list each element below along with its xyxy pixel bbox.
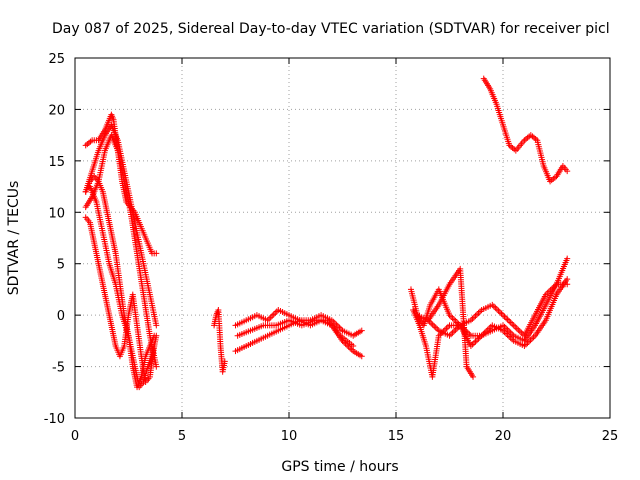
- chart-title: Day 087 of 2025, Sidereal Day-to-day VTE…: [52, 21, 610, 37]
- data-point: [432, 324, 439, 331]
- data-point: [449, 315, 456, 322]
- data-marks: [82, 75, 571, 391]
- data-point: [431, 323, 438, 330]
- data-point: [495, 307, 502, 314]
- data-point: [564, 255, 571, 262]
- data-point: [510, 322, 517, 329]
- data-point: [503, 315, 510, 322]
- x-tick-label: 20: [495, 429, 512, 444]
- data-point: [448, 331, 455, 338]
- data-point: [267, 314, 274, 321]
- data-point: [515, 326, 522, 333]
- data-point: [493, 306, 500, 313]
- x-tick-label: 0: [71, 429, 79, 444]
- data-point: [496, 309, 503, 316]
- y-axis-label: SDTVAR / TECUs: [6, 181, 22, 296]
- y-tick-label: 5: [57, 258, 65, 273]
- data-point: [475, 335, 482, 342]
- data-point: [221, 358, 228, 365]
- y-tick-label: 25: [48, 52, 65, 67]
- data-point: [454, 325, 461, 332]
- x-tick-label: 15: [388, 429, 405, 444]
- data-point: [564, 276, 571, 283]
- data-point: [358, 327, 365, 334]
- x-tick-label: 25: [602, 429, 619, 444]
- series-arc-3c: [234, 317, 357, 349]
- data-point: [449, 329, 456, 336]
- data-point: [530, 334, 537, 341]
- series-arc-1f: [82, 173, 158, 391]
- data-point: [507, 319, 514, 326]
- data-point: [518, 329, 525, 336]
- x-tick-label: 5: [178, 429, 186, 444]
- data-point: [153, 363, 160, 370]
- data-point: [564, 168, 571, 175]
- series-arc-4d: [425, 265, 477, 380]
- data-point: [498, 310, 505, 317]
- data-point: [350, 343, 357, 349]
- data-point: [272, 309, 279, 316]
- data-point: [506, 318, 513, 325]
- data-point: [501, 323, 508, 330]
- data-point: [474, 311, 481, 318]
- data-point: [153, 322, 160, 329]
- series-arc-5: [480, 75, 571, 185]
- data-point: [151, 332, 158, 339]
- data-point: [512, 323, 519, 330]
- data-point: [513, 325, 520, 332]
- data-point: [451, 316, 458, 323]
- y-tick-label: -10: [44, 412, 65, 427]
- data-point: [429, 321, 436, 328]
- data-point: [443, 325, 450, 332]
- data-point: [454, 319, 461, 326]
- y-tick-label: 15: [48, 155, 65, 170]
- data-point: [472, 312, 479, 319]
- data-point: [444, 323, 451, 330]
- data-point: [270, 311, 277, 318]
- series-arc-1d: [82, 214, 158, 385]
- series-arc-2: [211, 307, 228, 375]
- data-point: [490, 303, 497, 310]
- axis-ticks: 0 5 10 15 20 25 25 20 15 10 5 0 -5 -10: [44, 52, 619, 444]
- data-point: [500, 312, 506, 319]
- y-tick-label: -5: [52, 361, 65, 376]
- data-point: [266, 315, 273, 322]
- data-point: [501, 313, 508, 320]
- y-tick-label: 0: [57, 309, 65, 324]
- data-point: [470, 373, 477, 380]
- data-point: [470, 340, 477, 347]
- x-axis-label: GPS time / hours: [281, 459, 398, 475]
- data-point: [529, 335, 536, 342]
- data-point: [504, 316, 511, 323]
- data-point: [472, 338, 479, 345]
- grid-lines: [75, 58, 610, 418]
- data-point: [516, 328, 523, 335]
- x-tick-label: 10: [281, 429, 298, 444]
- data-point: [475, 309, 482, 316]
- plot-frame: [74, 57, 611, 419]
- y-tick-label: 10: [48, 206, 65, 221]
- data-point: [451, 328, 458, 335]
- data-point: [358, 353, 365, 360]
- series-arc-3a: [232, 307, 365, 339]
- data-point: [522, 341, 529, 348]
- data-point: [269, 312, 276, 319]
- data-point: [509, 320, 516, 327]
- data-point: [153, 250, 160, 257]
- y-tick-label: 20: [48, 103, 65, 118]
- data-point: [492, 304, 499, 311]
